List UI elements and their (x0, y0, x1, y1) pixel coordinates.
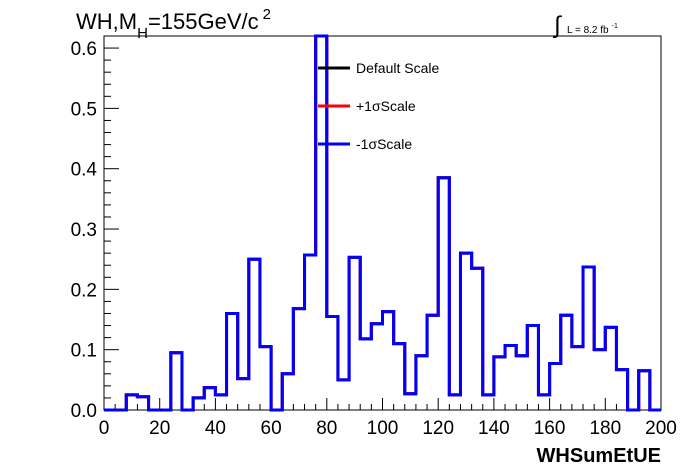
series-line-2 (104, 34, 661, 412)
y-tick-label: 0.1 (71, 341, 97, 362)
x-tick-label: 0 (99, 418, 110, 439)
legend-label-0: Default Scale (356, 60, 439, 76)
legend-label-1: +1σScale (356, 98, 416, 114)
integral-symbol: ∫ (552, 12, 562, 39)
x-tick-label: 60 (261, 418, 282, 439)
x-tick-label: 40 (205, 418, 226, 439)
chart-title: WH,MH=155GeV/c 2 (76, 6, 271, 42)
legend-label-2: -1σScale (356, 136, 412, 152)
y-tick-label: 0.4 (71, 160, 98, 181)
x-tick-label: 20 (149, 418, 170, 439)
histogram-series (104, 34, 661, 412)
y-tick-label: 0.6 (71, 39, 97, 60)
x-tick-label: 80 (316, 418, 337, 439)
y-tick-label: 0.0 (71, 401, 97, 422)
x-tick-label: 180 (589, 418, 621, 439)
legend: Default Scale +1σScale -1σScale (318, 60, 439, 152)
y-tick-label: 0.2 (71, 280, 97, 301)
x-axis-label: WHSumEtUE (537, 445, 661, 467)
x-tick-label: 160 (534, 418, 566, 439)
x-tick-label: 100 (367, 418, 399, 439)
y-tick-label: 0.5 (71, 99, 97, 120)
x-tick-label: 120 (422, 418, 454, 439)
axis-ticks: 0 20 40 60 80 100 120 140 160 180 200 0.0 0.1 0.2 0.3 0… (71, 39, 677, 439)
lumi-label: L = 8.2 fb -1 (567, 23, 618, 36)
x-tick-label: 200 (645, 418, 677, 439)
x-tick-label: 140 (478, 418, 510, 439)
y-tick-label: 0.3 (71, 220, 97, 241)
